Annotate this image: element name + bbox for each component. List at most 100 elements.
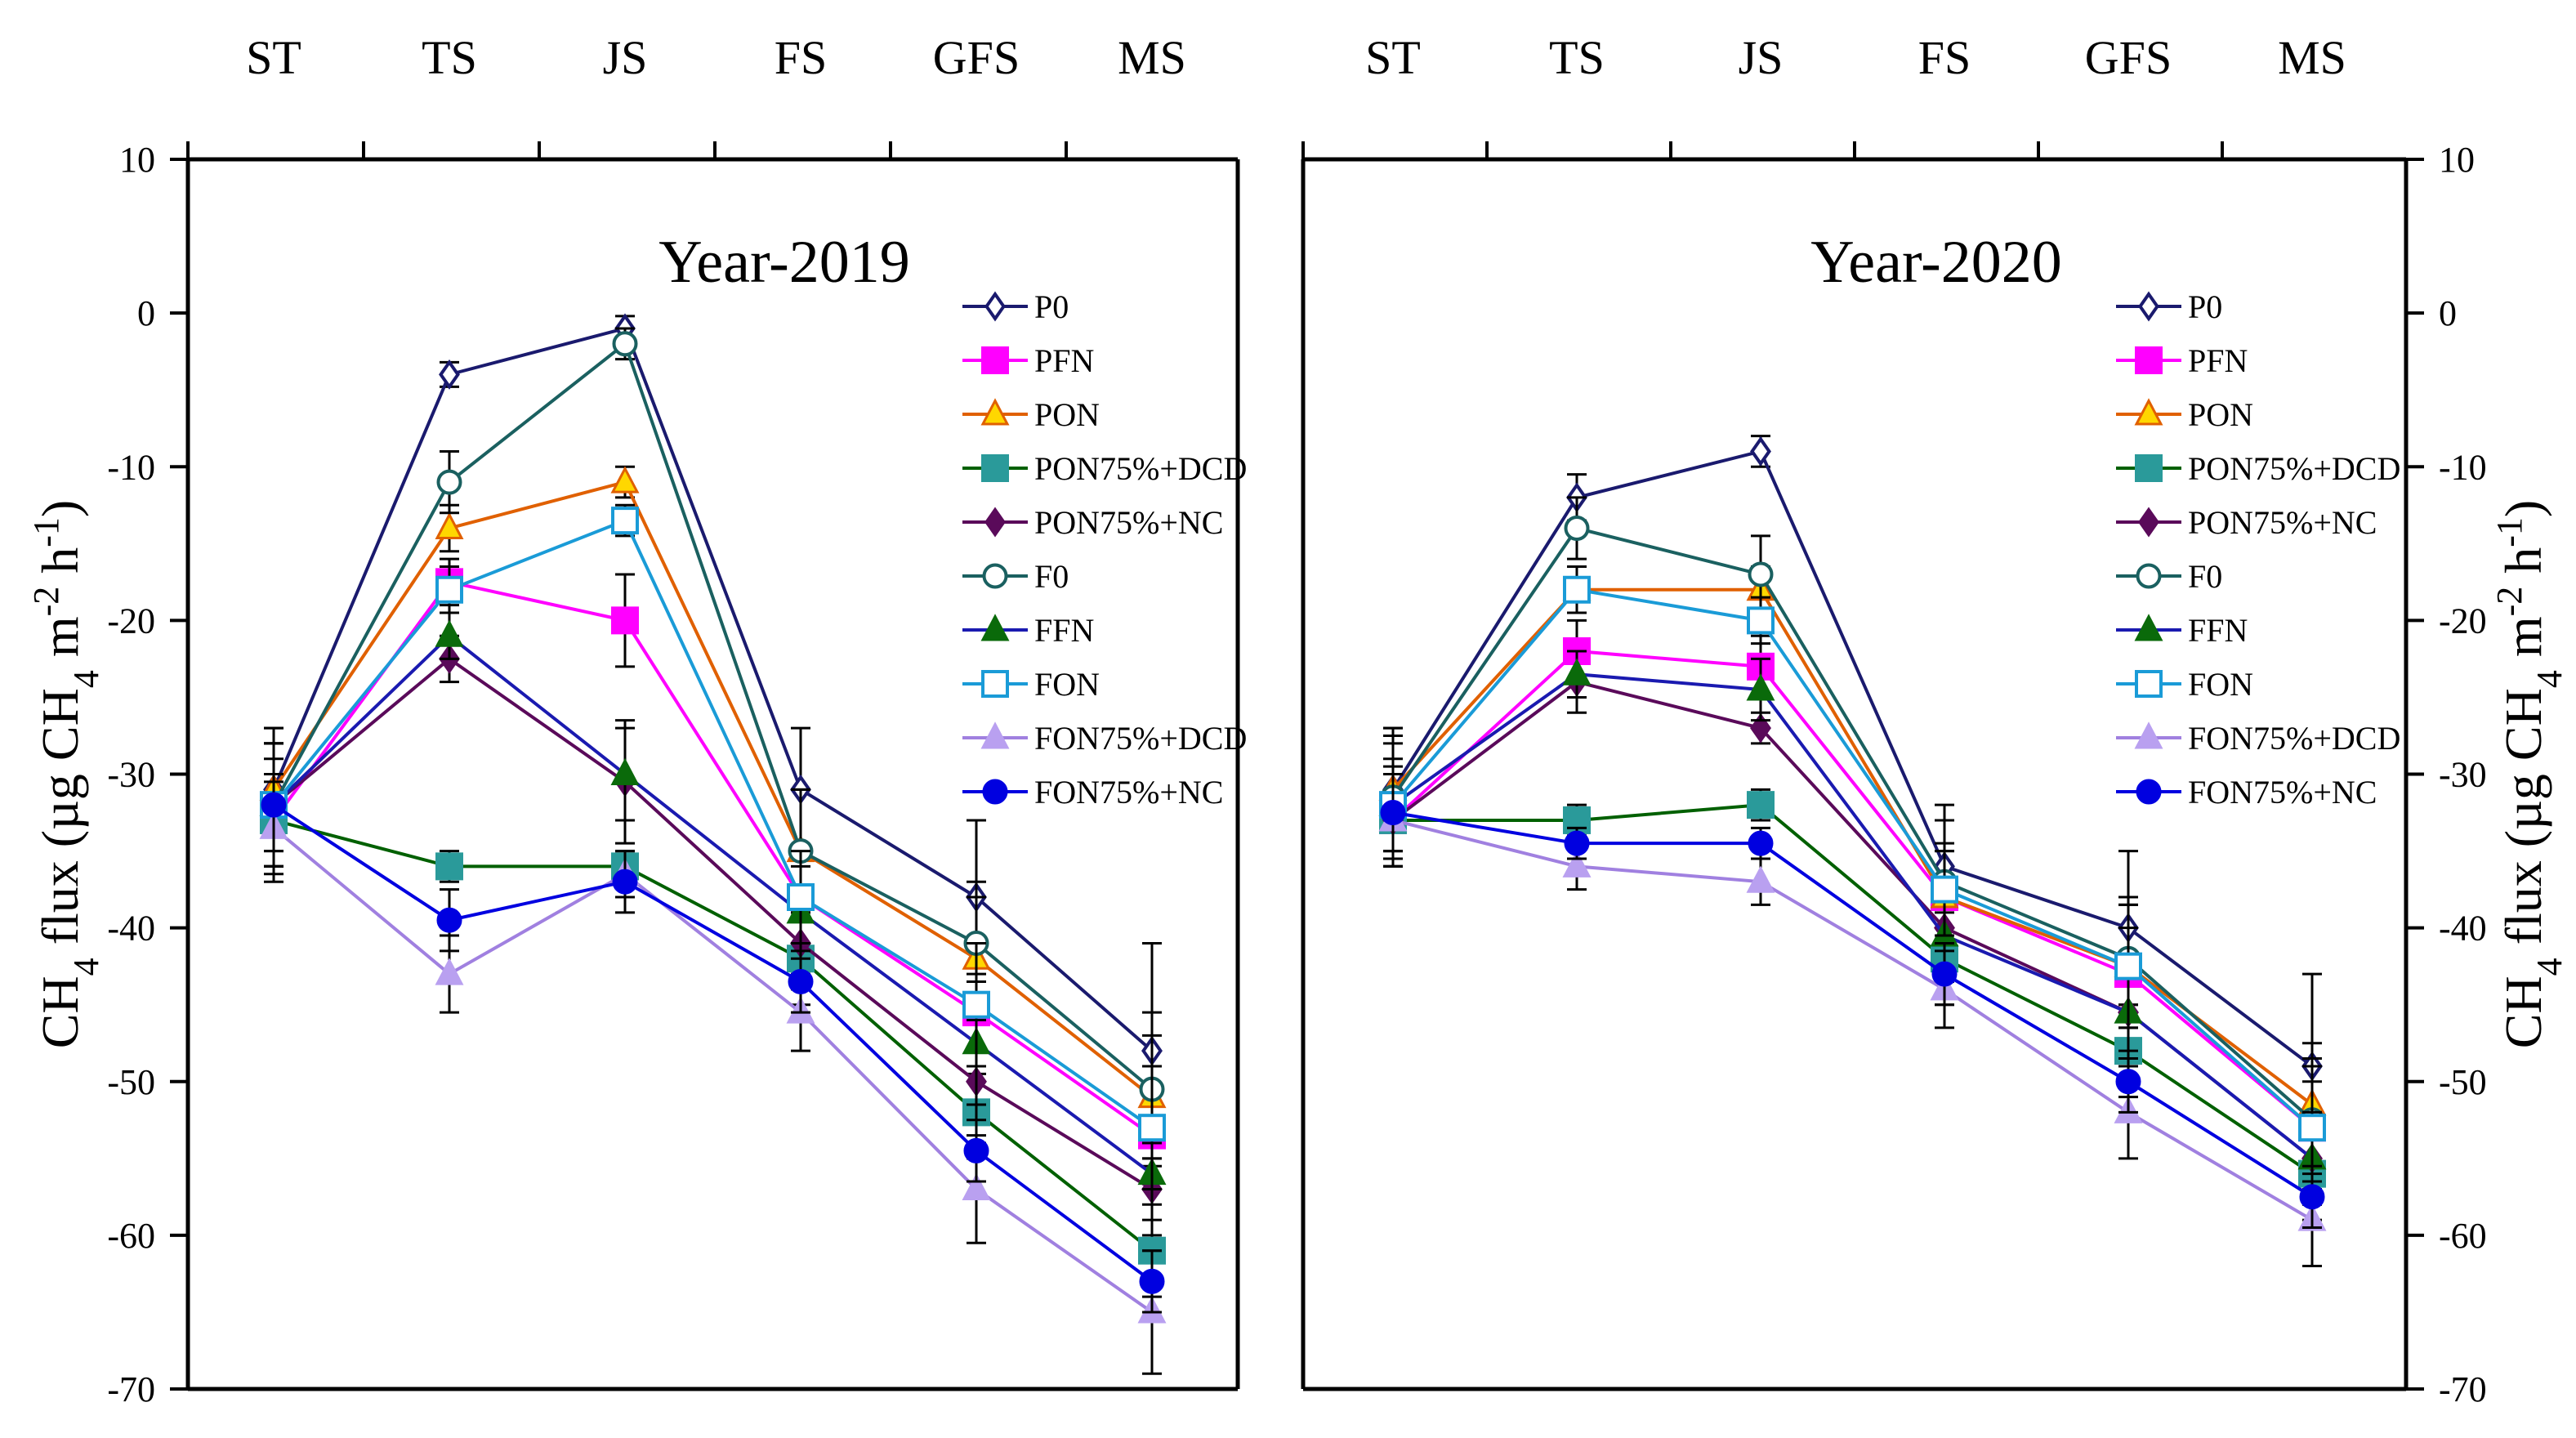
y-tick-label: -10 — [2439, 447, 2487, 487]
stage-label-st: ST — [1365, 31, 1421, 84]
legend-label: FON75%+NC — [2188, 774, 2377, 811]
data-point — [1564, 830, 1590, 856]
series-fon75-nc — [261, 742, 1165, 1314]
stage-label-ts: TS — [1549, 31, 1605, 84]
series-line — [1392, 818, 2314, 1221]
panel-year-2020: ST TS JS FS GFS MS 10 0 -10 -20 -30 -40 -50 -60 -70 CH4… — [1301, 31, 2569, 1409]
data-point — [788, 968, 814, 994]
legend-marker — [2138, 291, 2159, 322]
series-line — [1392, 811, 2314, 1199]
legend-label: FFN — [2188, 612, 2248, 649]
series-line — [272, 326, 1154, 1052]
legend-marker — [2134, 721, 2163, 749]
legend-label: P0 — [2188, 288, 2222, 325]
y-tick-label: -70 — [107, 1369, 155, 1409]
data-point — [1750, 712, 1771, 744]
legend-label: PON — [2188, 396, 2253, 433]
stage-label-ms: MS — [2278, 31, 2346, 84]
y-tick-label: 10 — [119, 140, 155, 180]
legend-item: FON — [962, 666, 1100, 703]
series-line — [272, 656, 1154, 1191]
series-line — [272, 633, 1154, 1176]
data-point — [435, 958, 464, 985]
series-line — [272, 580, 1154, 1137]
data-point — [1931, 961, 1958, 987]
data-point — [436, 469, 462, 495]
y-tick-label: -70 — [2439, 1369, 2487, 1409]
legend-marker — [2135, 670, 2163, 698]
legend-label: FON75%+DCD — [2188, 720, 2400, 757]
legend-marker — [2136, 779, 2162, 805]
legend-item: PFN — [2116, 342, 2248, 379]
legend-marker — [2134, 614, 2163, 641]
legend-marker — [2138, 507, 2159, 538]
data-point — [962, 990, 990, 1019]
legend-label: PON75%+DCD — [2188, 450, 2400, 487]
series-line — [272, 826, 1154, 1314]
legend-marker — [984, 507, 1006, 538]
data-point — [2298, 1114, 2326, 1142]
data-point — [435, 575, 463, 604]
legend-label: PON75%+NC — [2188, 504, 2377, 541]
stage-label-fs: FS — [1918, 31, 1971, 84]
y-tick-label: -60 — [2439, 1216, 2487, 1256]
stage-label-gfs: GFS — [2085, 31, 2172, 84]
y-tick-label: -10 — [107, 447, 155, 487]
data-point — [1139, 1268, 1165, 1294]
data-point — [1562, 850, 1592, 878]
data-point — [1931, 875, 1958, 904]
legend-item: FFN — [962, 612, 1094, 649]
series-line — [1391, 672, 2314, 1160]
data-point — [1138, 1114, 1166, 1142]
series-line — [1391, 587, 2314, 1106]
legend-item: PON75%+DCD — [962, 450, 1247, 487]
data-point — [963, 1137, 989, 1163]
y-tick-label: -50 — [2439, 1062, 2487, 1102]
series-line — [272, 518, 1154, 1129]
data-point — [610, 757, 640, 785]
legend-marker — [2135, 346, 2163, 374]
panel-title: Year-2019 — [659, 229, 910, 296]
stage-label-js: JS — [1739, 31, 1784, 84]
legend-item: FON75%+DCD — [2116, 720, 2400, 757]
y-axis-title: CH4 flux (µg CH4 m-2 h-1) — [2489, 500, 2569, 1049]
data-point — [1380, 800, 1406, 826]
data-point — [436, 907, 462, 933]
legend-marker — [981, 346, 1009, 374]
series-line — [1391, 649, 2314, 1129]
legend-item: FON75%+NC — [962, 774, 1223, 811]
legend-item: PON75%+DCD — [2116, 450, 2400, 487]
stage-label-st: ST — [246, 31, 301, 84]
legend-marker — [984, 291, 1006, 322]
legend-label: PON75%+NC — [1034, 504, 1223, 541]
legend-label: PFN — [1034, 342, 1094, 379]
y-axis-title: CH4 flux (µg CH4 m-2 h-1) — [26, 500, 106, 1049]
series-line — [1391, 449, 2314, 1068]
data-point — [612, 331, 638, 357]
legend-item: PON75%+NC — [2116, 504, 2377, 541]
data-point — [787, 883, 815, 911]
legend: P0 PFN PON PON75%+DCD PON75%+NC F0 FFN FON FON75… — [962, 288, 1247, 811]
legend-label: FFN — [1034, 612, 1094, 649]
panel-year-2019: ST TS JS FS GFS MS 10 0 -10 -20 -30 -40 -50 -60 -70 CH4… — [26, 31, 1248, 1409]
data-point — [612, 869, 638, 895]
y-tick-label: -20 — [107, 601, 155, 641]
data-point — [2114, 952, 2142, 980]
legend-label: F0 — [1034, 558, 1069, 595]
data-point — [1748, 561, 1774, 587]
data-point — [610, 466, 640, 493]
data-point — [1746, 673, 1775, 701]
series-line — [272, 480, 1154, 1099]
series-line — [1393, 803, 2314, 1176]
data-point — [435, 852, 463, 881]
legend-marker — [2134, 398, 2163, 426]
legend: P0 PFN PON PON75%+DCD PON75%+NC F0 FFN FON FON75… — [2116, 288, 2400, 811]
legend-item: PON — [2116, 396, 2253, 433]
legend-marker — [981, 670, 1009, 698]
data-point — [435, 511, 464, 539]
y-tick-label: -50 — [107, 1062, 155, 1102]
stage-label-gfs: GFS — [933, 31, 1020, 84]
y-tick-label: -20 — [2439, 601, 2487, 641]
data-point — [2115, 1069, 2141, 1095]
